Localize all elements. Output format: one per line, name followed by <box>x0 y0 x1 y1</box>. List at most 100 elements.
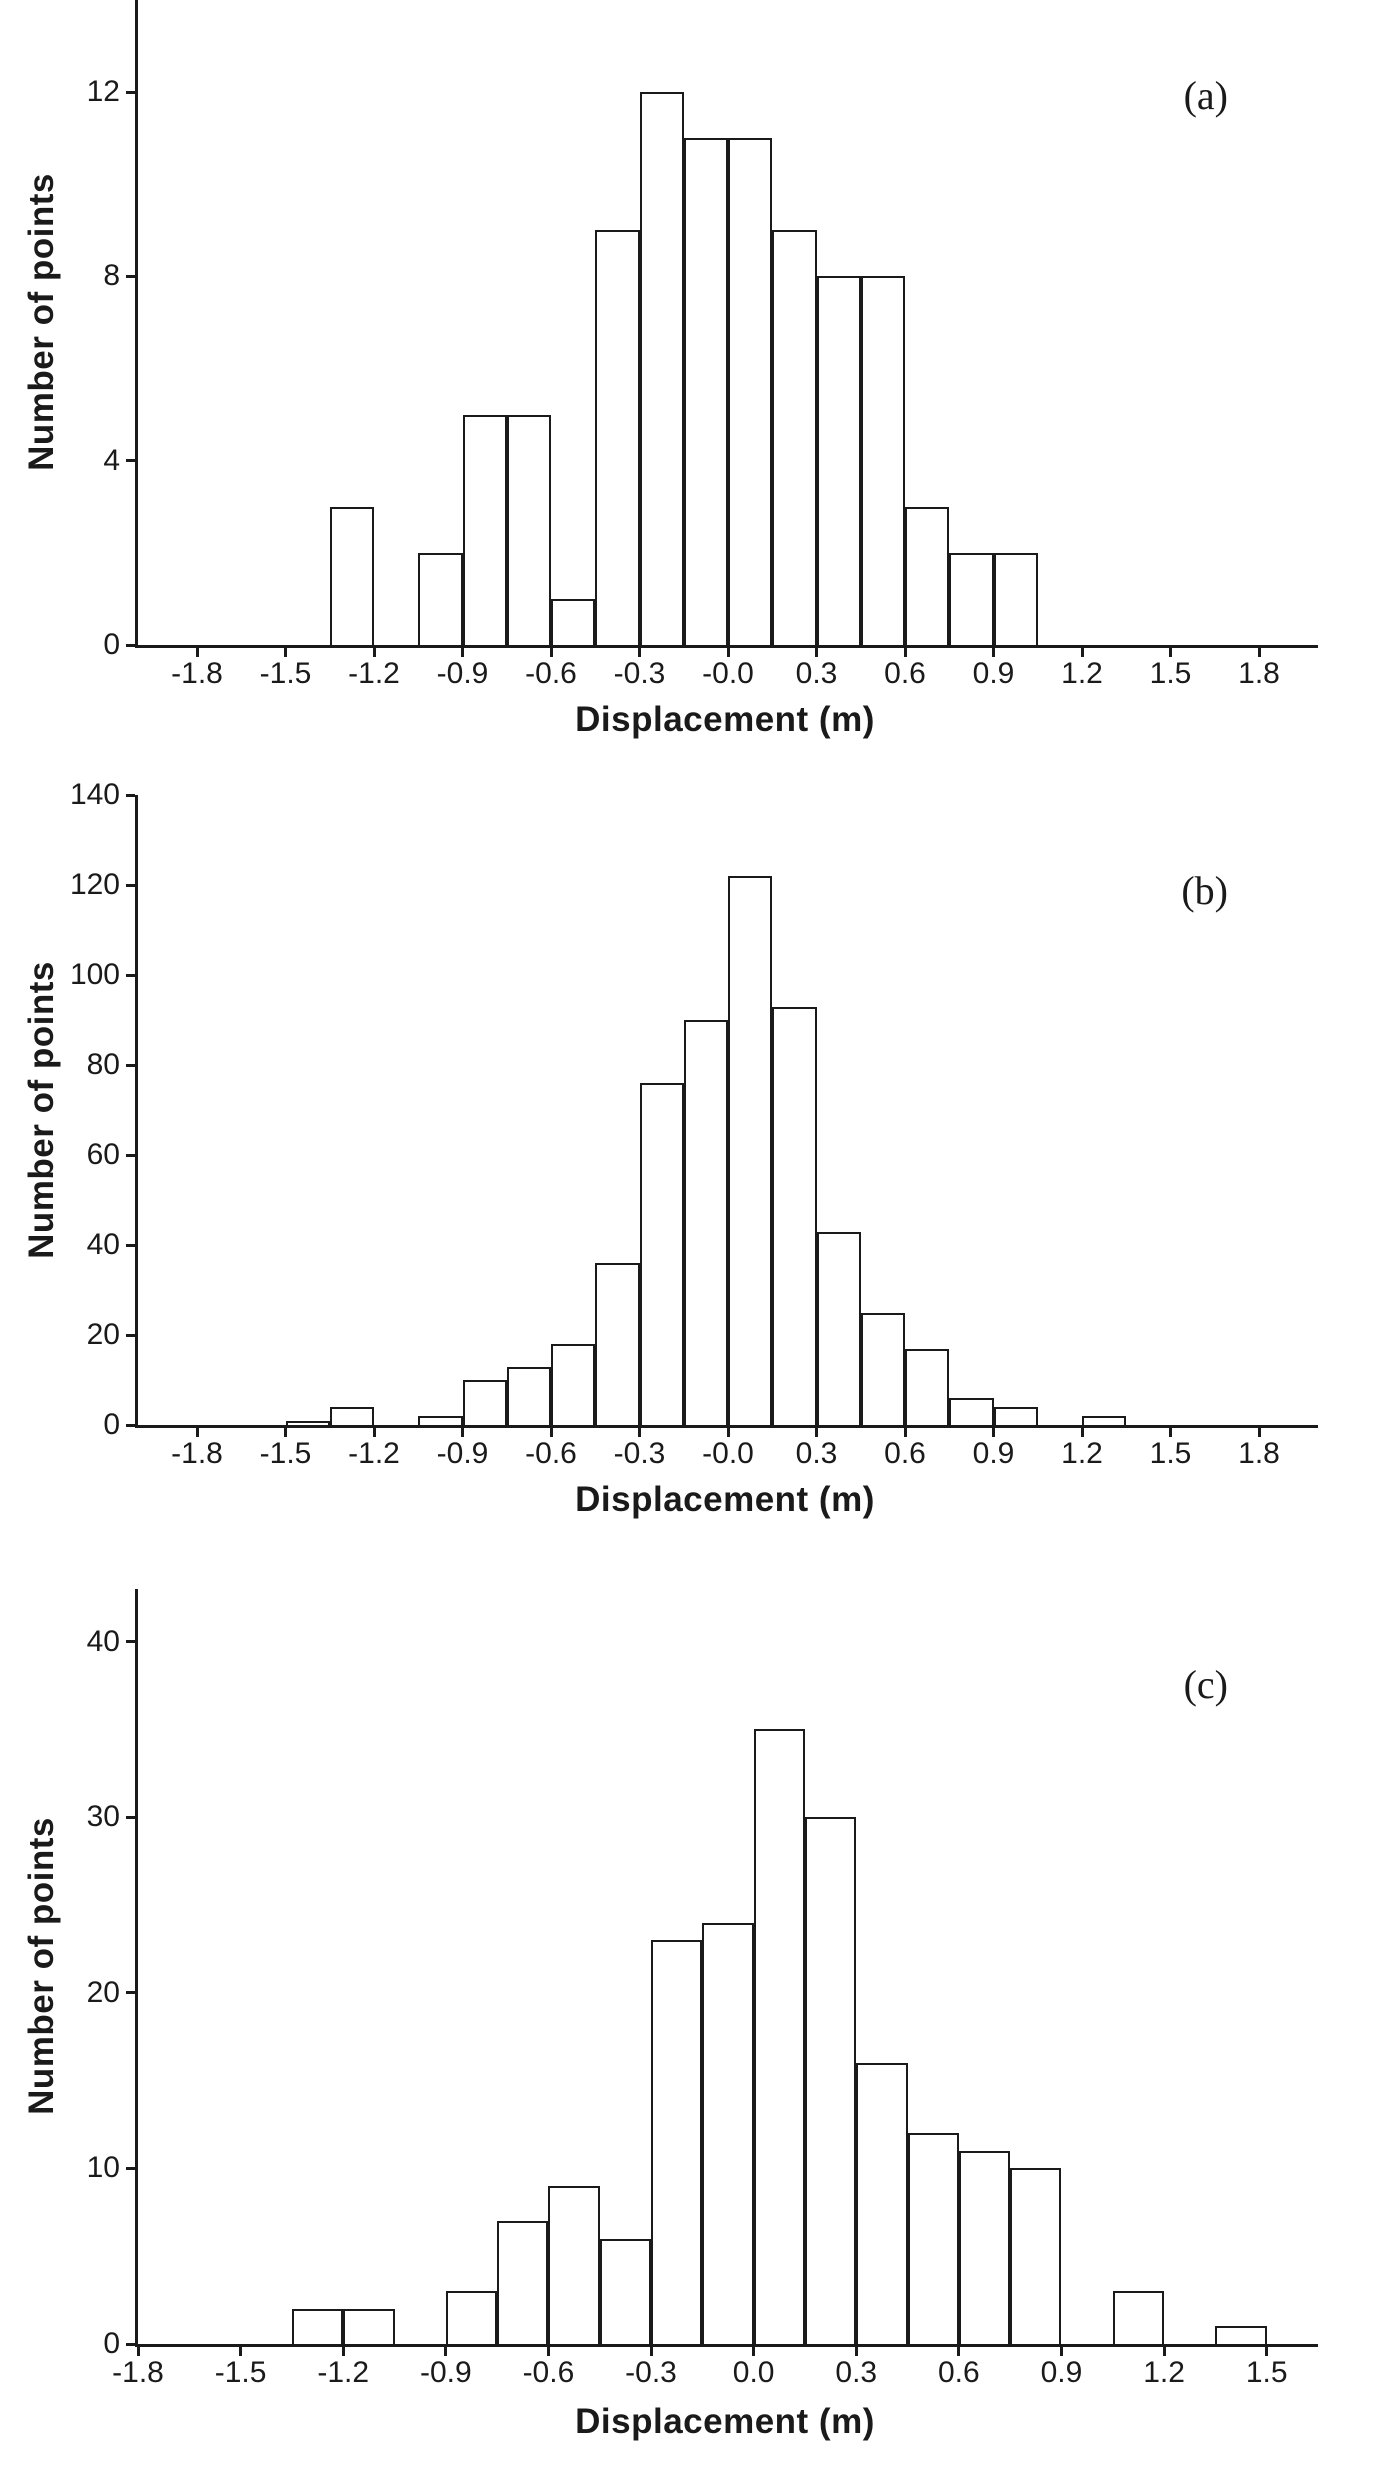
x-tick-mark <box>1059 2347 1063 2356</box>
x-tick-mark <box>903 1428 907 1437</box>
plot-area-b: (b) 0 20 40 60 80 100 120 140 -1.8 -1.5 -1.2 -0.9 -0… <box>70 778 1318 1470</box>
x-tick-label: 1.2 <box>1061 1437 1103 1470</box>
histogram-bar <box>1082 1416 1127 1425</box>
x-tick-label: 0.6 <box>884 1437 926 1470</box>
y-tick-label: 12 <box>86 75 120 109</box>
histogram-bar <box>728 876 773 1425</box>
y-tick-label: 40 <box>86 1228 120 1261</box>
histogram-bar <box>856 2063 908 2344</box>
histogram-bar <box>993 1407 1038 1425</box>
x-tick-label: -1.2 <box>348 1437 400 1470</box>
x-tick-mark <box>752 2347 756 2356</box>
histogram-bar <box>949 1398 994 1425</box>
x-tick-label: -0.9 <box>436 1437 489 1470</box>
x-tick-mark <box>726 648 730 657</box>
y-tick-label: 80 <box>86 1048 120 1081</box>
x-tick-label: -1.2 <box>348 657 400 690</box>
y-axis-label-a: Number of points <box>22 173 61 471</box>
x-tick-label: 1.5 <box>1245 2356 1288 2389</box>
x-tick-label: -1.5 <box>259 657 312 690</box>
y-tick-label: 0 <box>103 1408 120 1441</box>
x-tick-mark <box>638 648 641 657</box>
y-tick-mark <box>126 274 135 278</box>
x-tick-mark <box>638 1428 641 1437</box>
histogram-bar <box>651 1940 703 2344</box>
x-tick-label: 0.0 <box>732 2356 775 2389</box>
x-tick-mark <box>815 648 818 657</box>
x-tick-label: -0.6 <box>525 657 577 690</box>
histogram-bar <box>506 414 551 645</box>
y-tick-mark <box>126 1423 135 1427</box>
histogram-bar <box>599 2238 652 2344</box>
histogram-bar <box>1215 2326 1267 2344</box>
x-tick-label: 0.9 <box>1040 2356 1083 2389</box>
x-tick-label: 0.3 <box>795 657 838 690</box>
histogram-bar <box>816 276 861 645</box>
histogram-bar <box>445 2291 498 2344</box>
x-tick-label: -0.0 <box>702 1437 754 1470</box>
histogram-bar <box>728 138 773 645</box>
x-tick-label: 1.2 <box>1061 657 1103 690</box>
histogram-bar <box>639 92 684 645</box>
y-tick-mark <box>126 1243 135 1247</box>
x-tick-mark <box>815 1428 818 1437</box>
x-tick-mark <box>546 2347 550 2356</box>
x-tick-label: -0.3 <box>613 1437 666 1470</box>
y-tick-mark <box>126 883 135 887</box>
x-tick-label: -1.8 <box>171 657 223 690</box>
histogram-bar <box>860 1312 905 1425</box>
histogram-bar <box>418 1416 463 1425</box>
x-tick-label: 1.8 <box>1238 657 1280 690</box>
x-axis-label-c: Displacement (m) <box>575 2402 875 2441</box>
x-tick-mark <box>372 648 376 657</box>
x-tick-label: 0.6 <box>938 2356 980 2389</box>
x-tick-mark <box>1169 648 1172 657</box>
x-tick-label: 1.5 <box>1149 657 1192 690</box>
y-tick-label: 30 <box>86 1800 120 1834</box>
histogram-bar <box>804 1817 857 2344</box>
x-tick-mark <box>549 1428 553 1437</box>
y-tick-mark <box>126 1815 135 1819</box>
histogram-bar <box>329 506 374 645</box>
y-tick-label: 20 <box>86 1975 120 2009</box>
histogram-bar <box>753 1729 805 2344</box>
x-tick-label: -1.2 <box>317 2356 370 2389</box>
x-tick-mark <box>854 2347 858 2356</box>
x-tick-mark <box>649 2347 653 2356</box>
histogram-bar <box>595 230 640 645</box>
x-tick-mark <box>284 1428 287 1437</box>
x-tick-label: -0.6 <box>522 2356 575 2389</box>
x-tick-label: -0.9 <box>419 2356 472 2389</box>
histogram-bar <box>905 506 950 645</box>
plot-area-a: (a) 0 4 8 12 -1.8 -1.5 -1.2 -0.9 -0.6 -0.3 -0.0 0.3… <box>87 0 1318 690</box>
x-tick-mark <box>444 2347 448 2356</box>
y-tick-mark <box>126 1991 135 1995</box>
x-tick-label: 0.9 <box>972 657 1015 690</box>
x-tick-mark <box>341 2347 345 2356</box>
x-tick-mark <box>549 648 553 657</box>
y-tick-label: 140 <box>69 778 120 811</box>
y-tick-label: 0 <box>103 628 120 661</box>
x-tick-mark <box>992 648 995 657</box>
panel-b: Number of points (b) 0 20 40 60 80 100 120 140 -… <box>0 778 1400 1544</box>
histogram-bar <box>860 276 905 645</box>
x-tick-mark <box>726 1428 730 1437</box>
y-tick-mark <box>126 1333 135 1337</box>
x-tick-mark <box>239 2347 243 2356</box>
y-tick-label: 8 <box>103 259 120 293</box>
histogram-bar <box>905 1348 950 1425</box>
x-tick-label: 0.9 <box>972 1437 1015 1470</box>
x-tick-label: -0.6 <box>525 1437 577 1470</box>
histogram-bar <box>772 1006 817 1425</box>
x-tick-mark <box>1162 2347 1166 2356</box>
y-tick-mark <box>126 793 135 797</box>
y-tick-label: 60 <box>86 1138 120 1171</box>
histogram-bar <box>343 2308 395 2344</box>
x-tick-mark <box>957 2347 961 2356</box>
x-tick-label: -0.3 <box>613 657 666 690</box>
x-tick-mark <box>1257 1428 1261 1437</box>
panel-label-c: (c) <box>1183 1662 1228 1707</box>
x-tick-mark <box>136 2347 140 2356</box>
histogram-bar <box>462 1380 507 1425</box>
